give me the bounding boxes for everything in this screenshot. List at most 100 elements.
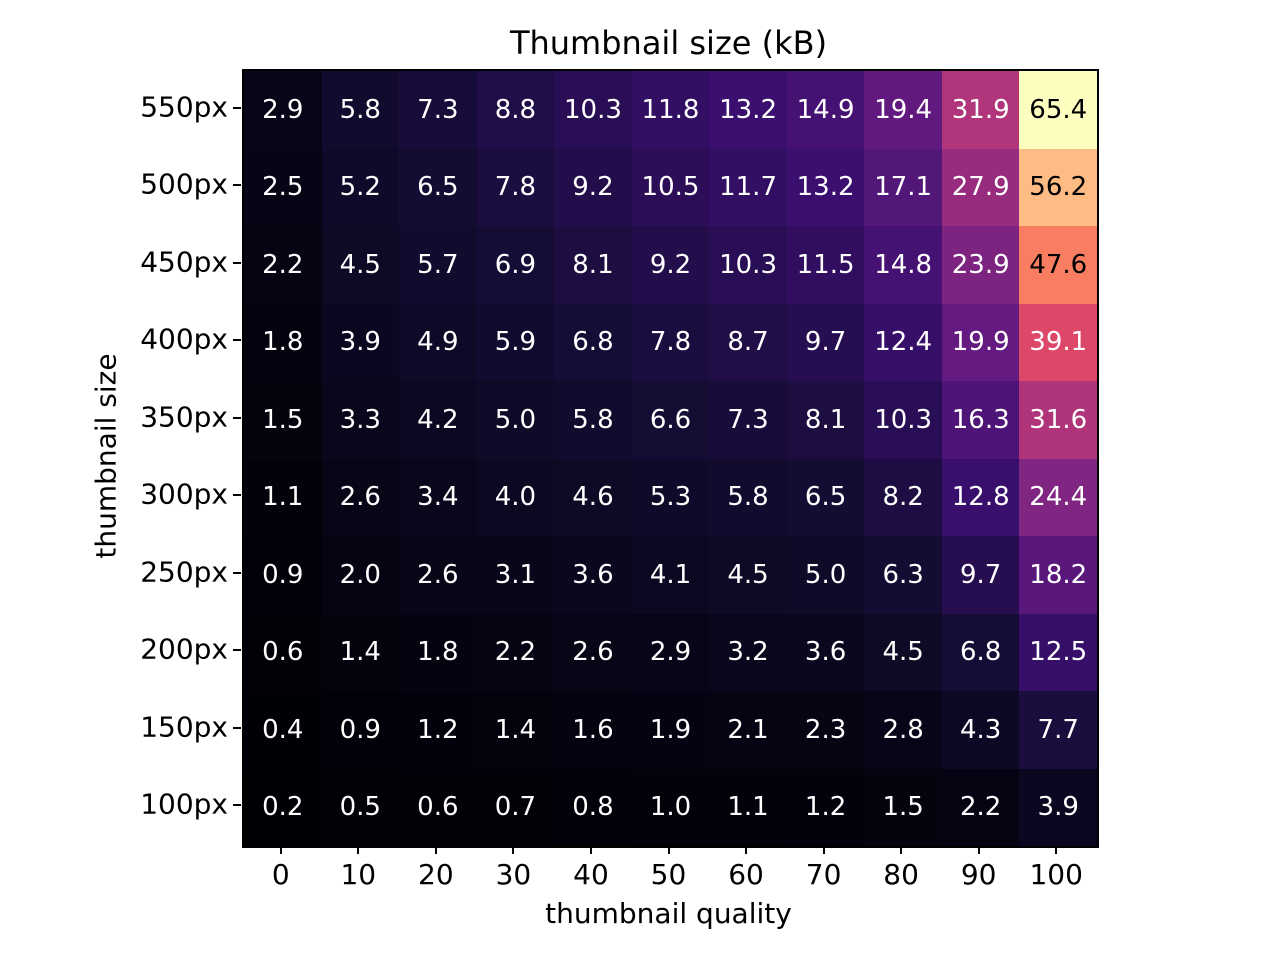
y-tick-mark [233, 416, 241, 419]
heatmap-cell: 47.6 [1019, 226, 1097, 304]
heatmap-cell: 2.0 [321, 536, 400, 614]
heatmap-cell: 2.5 [244, 148, 322, 226]
y-tick-label: 200px [140, 632, 228, 666]
x-tick-label: 80 [883, 858, 919, 891]
heatmap-cell: 12.5 [1019, 613, 1097, 691]
heatmap-cell: 9.7 [941, 536, 1020, 614]
y-tick-label: 400px [140, 322, 228, 356]
heatmap-cell: 7.8 [631, 303, 710, 381]
heatmap-cell: 2.8 [864, 691, 942, 769]
heatmap-cell: 8.8 [476, 71, 555, 149]
heatmap-cell: 4.3 [941, 691, 1020, 769]
heatmap-cell: 2.6 [321, 458, 400, 536]
heatmap-cell: 1.2 [399, 691, 477, 769]
heatmap-cell: 2.9 [244, 71, 322, 149]
heatmap-cell: 16.3 [941, 381, 1020, 459]
heatmap-cell: 10.3 [554, 71, 632, 149]
heatmap-cell: 8.1 [786, 381, 865, 459]
x-tick-label: 50 [650, 858, 687, 891]
heatmap-cell: 1.1 [709, 768, 787, 846]
heatmap-cell: 0.4 [244, 691, 322, 769]
heatmap-cell: 2.2 [941, 768, 1020, 846]
heatmap-cell: 7.8 [476, 148, 555, 226]
x-tick-label: 20 [418, 858, 454, 891]
heatmap-cell: 1.5 [244, 381, 322, 459]
heatmap-cell: 6.3 [864, 536, 942, 614]
x-tick-label: 40 [573, 858, 609, 891]
heatmap-cell: 1.1 [244, 458, 322, 536]
heatmap-cell: 3.4 [399, 458, 477, 536]
heatmap-cell: 3.1 [476, 536, 555, 614]
heatmap-cell: 0.8 [554, 768, 632, 846]
heatmap-cell: 6.8 [554, 303, 632, 381]
x-tick-label: 90 [960, 858, 997, 891]
heatmap-cell: 1.8 [399, 613, 477, 691]
x-tick-mark [589, 846, 592, 854]
heatmap-cell: 2.2 [244, 226, 322, 304]
x-tick-label: 70 [805, 858, 842, 891]
x-axis-label: thumbnail quality [545, 897, 792, 930]
heatmap-cell: 1.8 [244, 303, 322, 381]
heatmap-cell: 17.1 [864, 148, 942, 226]
x-tick-label: 60 [728, 858, 764, 891]
heatmap-cell: 4.6 [554, 458, 632, 536]
heatmap-cell: 4.1 [631, 536, 710, 614]
y-tick-mark [233, 494, 241, 497]
x-tick-mark [667, 846, 670, 854]
heatmap-cell: 1.6 [554, 691, 632, 769]
heatmap-cell: 3.6 [786, 613, 865, 691]
y-tick-label: 150px [140, 710, 228, 744]
x-tick-mark [1055, 846, 1058, 854]
heatmap-cell: 0.9 [244, 536, 322, 614]
heatmap-cell: 10.5 [631, 148, 710, 226]
heatmap-cell: 5.8 [321, 71, 400, 149]
heatmap-cell: 7.3 [709, 381, 787, 459]
heatmap-cell: 11.7 [709, 148, 787, 226]
chart-title: Thumbnail size (kB) [509, 24, 828, 62]
heatmap-cell: 14.9 [786, 71, 865, 149]
heatmap-cell: 0.7 [476, 768, 555, 846]
heatmap-cell: 0.9 [321, 691, 400, 769]
heatmap-cell: 7.7 [1019, 691, 1097, 769]
heatmap-cell: 19.4 [864, 71, 942, 149]
x-tick-label: 30 [495, 858, 532, 891]
heatmap-cell: 4.0 [476, 458, 555, 536]
heatmap-cell: 23.9 [941, 226, 1020, 304]
heatmap-cell: 0.2 [244, 768, 322, 846]
heatmap-cell: 6.6 [631, 381, 710, 459]
heatmap-cell: 5.2 [321, 148, 400, 226]
x-tick-label: 0 [271, 858, 290, 891]
y-tick-label: 550px [140, 90, 228, 124]
x-tick-mark [745, 846, 748, 854]
heatmap-cell: 4.5 [864, 613, 942, 691]
heatmap-cell: 18.2 [1019, 536, 1097, 614]
heatmap-cell: 1.0 [631, 768, 710, 846]
heatmap-cell: 56.2 [1019, 148, 1097, 226]
heatmap-cell: 0.6 [244, 613, 322, 691]
y-tick-label: 100px [140, 787, 228, 821]
heatmap-cell: 1.4 [476, 691, 555, 769]
heatmap-cell: 2.3 [786, 691, 865, 769]
x-tick-label: 100 [1029, 858, 1083, 891]
heatmap-cell: 5.3 [631, 458, 710, 536]
y-tick-label: 250px [140, 555, 228, 589]
heatmap-cell: 12.4 [864, 303, 942, 381]
heatmap-cell: 6.8 [941, 613, 1020, 691]
heatmap-cell: 1.2 [786, 768, 865, 846]
heatmap-cell: 11.8 [631, 71, 710, 149]
heatmap-cell: 5.8 [709, 458, 787, 536]
heatmap-cell: 2.6 [399, 536, 477, 614]
heatmap-cell: 1.4 [321, 613, 400, 691]
heatmap-cell: 65.4 [1019, 71, 1097, 149]
x-tick-mark [822, 846, 825, 854]
y-tick-mark [233, 261, 241, 264]
heatmap-cell: 27.9 [941, 148, 1020, 226]
heatmap-cell: 7.3 [399, 71, 477, 149]
heatmap-cell: 12.8 [941, 458, 1020, 536]
heatmap-plot: 2.9 5.8 7.3 8.8 10.3 11.8 13.2 14.9 19.4 31.9 65.4… [242, 69, 1099, 848]
heatmap-cell: 1.5 [864, 768, 942, 846]
heatmap-cell: 5.7 [399, 226, 477, 304]
heatmap-cell: 9.7 [786, 303, 865, 381]
y-tick-label: 350px [140, 400, 228, 434]
y-tick-mark [233, 339, 241, 342]
